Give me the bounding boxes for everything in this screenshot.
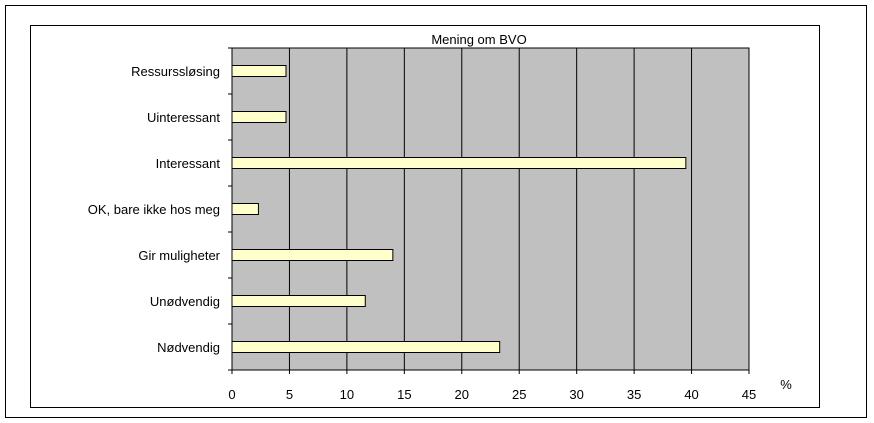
x-tick-label: 0 [228,387,235,402]
x-tick-label: 40 [684,387,698,402]
gridlines [228,47,750,374]
bar [231,111,287,123]
x-tick-label: 20 [455,387,469,402]
category-labels: Ressurssløsing Uinteressant Interessant OK,… [88,64,221,355]
chart-title: Mening om BVO [431,32,526,47]
bar [231,65,287,77]
x-tick-label: 35 [627,387,641,402]
bar [231,341,501,353]
x-tick-label: 10 [340,387,354,402]
bar [231,249,394,261]
bar [231,295,366,307]
category-label: OK, bare ikke hos meg [88,202,220,217]
bars [231,65,687,353]
x-tick-labels: 0 5 10 15 20 25 30 35 40 45 [228,387,756,402]
category-label: Nødvendig [157,340,220,355]
category-label: Gir muligheter [138,248,220,263]
bar [231,203,259,215]
x-tick-label: 15 [397,387,411,402]
category-label: Unødvendig [150,294,220,309]
category-label: Uinteressant [147,110,220,125]
bar [231,157,687,169]
x-tick-label: 25 [512,387,526,402]
x-tick-label: 30 [569,387,583,402]
plot-area [231,47,750,371]
category-label: Ressurssløsing [131,64,220,79]
x-axis-label: % [780,377,792,392]
x-tick-label: 5 [286,387,293,402]
category-label: Interessant [156,156,221,171]
x-tick-label: 45 [742,387,756,402]
